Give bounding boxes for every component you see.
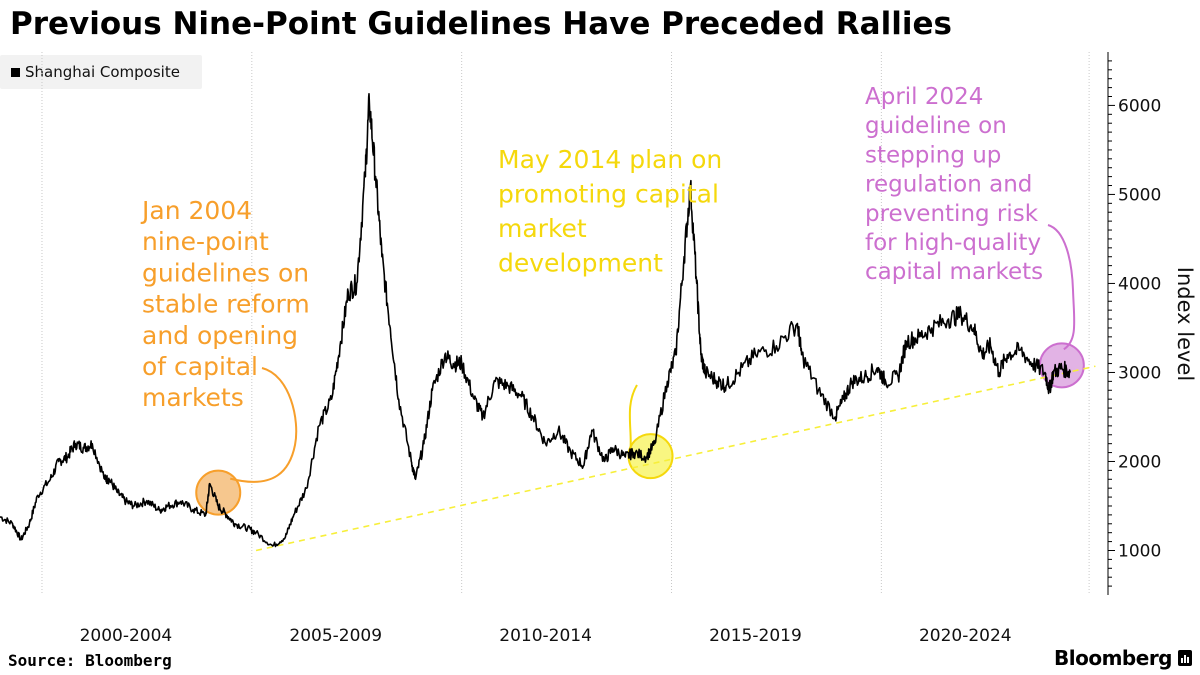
y-tick-label: 2000	[1118, 452, 1161, 472]
source-note: Source: Bloomberg	[8, 651, 172, 670]
annotation-text-2: preventing risk	[865, 201, 1039, 227]
series-line-shanghai-composite	[0, 93, 1071, 548]
x-tick-label: 2000-2004	[80, 626, 173, 646]
trend-line	[255, 365, 1096, 552]
annotation-text-2: guideline on	[865, 113, 1007, 139]
brand-logo: Bloomberg	[1054, 646, 1192, 670]
annotation-text-1: promoting capital	[498, 180, 719, 209]
y-tick-label: 6000	[1118, 96, 1161, 116]
annotation-text-2: stepping up	[865, 142, 1001, 168]
legend: Shanghai Composite	[0, 55, 202, 89]
annotation-text-2: regulation and	[865, 172, 1032, 198]
annotation-connector-2	[1047, 224, 1076, 351]
y-axis-title: Index level	[1173, 267, 1197, 381]
annotation-text-1: May 2014 plan on	[498, 145, 722, 174]
brand-name: Bloomberg	[1054, 646, 1172, 670]
annotation-text-2: April 2024	[865, 84, 983, 110]
y-tick-label: 5000	[1118, 185, 1161, 205]
annotation-text-0: stable reform	[142, 290, 310, 319]
annotation-text-2: for high-quality	[865, 230, 1041, 256]
x-tick-label: 2020-2024	[919, 626, 1012, 646]
annotation-connector-1	[628, 384, 638, 449]
annotation-text-0: guidelines on	[142, 258, 309, 287]
legend-swatch	[11, 67, 20, 77]
x-tick-label: 2015-2019	[709, 626, 802, 646]
y-tick-label: 1000	[1118, 541, 1161, 561]
x-tick-label: 2010-2014	[499, 626, 592, 646]
annotation-text-0: of capital	[142, 352, 258, 381]
annotation-text-0: markets	[142, 383, 244, 412]
annotation-connector-0	[229, 367, 298, 483]
annotation-text-0: nine-point	[142, 227, 269, 256]
annotation-text-0: and opening	[142, 321, 298, 350]
annotation-text-1: development	[498, 249, 663, 278]
annotation-text-0: Jan 2004	[140, 196, 252, 225]
annotation-text-2: capital markets	[865, 259, 1043, 285]
annotation-text-1: market	[498, 214, 587, 243]
y-tick-label: 4000	[1118, 274, 1161, 294]
legend-label: Shanghai Composite	[25, 63, 180, 81]
y-tick-label: 3000	[1118, 363, 1161, 383]
x-tick-label: 2005-2009	[289, 626, 382, 646]
bloomberg-icon	[1178, 650, 1192, 666]
chart-title: Previous Nine-Point Guidelines Have Prec…	[10, 6, 952, 42]
